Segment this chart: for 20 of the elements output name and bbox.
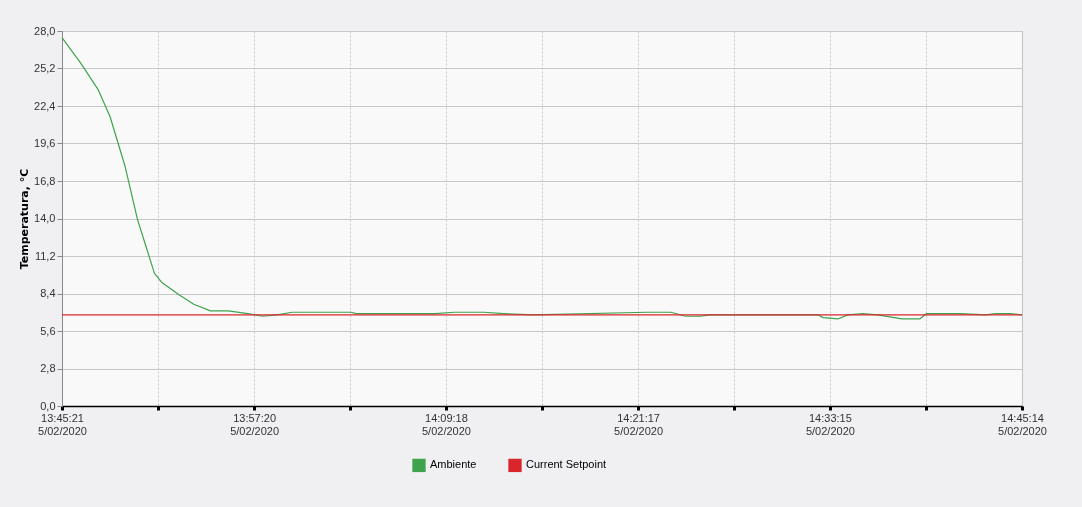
y-tick-label: 14,0: [34, 212, 56, 224]
y-axis-title: Temperatura, °C: [18, 168, 32, 270]
y-tick-label: 0,0: [40, 399, 56, 412]
x-tick-label: 13:45:21 5/02/2020: [38, 411, 87, 437]
y-tick-label: 8,4: [40, 287, 56, 299]
legend-label: Ambiente: [430, 458, 477, 471]
legend-label: Current Setpoint: [526, 458, 607, 471]
y-tick-label: 5,6: [40, 324, 56, 337]
x-tick-label: 14:21:17 5/02/2020: [614, 411, 664, 437]
x-tick-label: 14:33:15 5/02/2020: [805, 411, 855, 437]
x-tick-label: 14:45:14 5/02/2020: [998, 411, 1047, 437]
y-tick-label: 19,6: [34, 137, 56, 149]
y-tick-label: 25,2: [34, 62, 56, 74]
y-tick-label: 16,8: [34, 174, 56, 187]
y-tick-label: 11,2: [34, 249, 56, 262]
x-tick-label: 13:57:20 5/02/2020: [230, 411, 280, 437]
x-tick-label: 14:09:18 5/02/2020: [421, 411, 471, 437]
y-tick-label: 22,4: [34, 99, 56, 112]
y-tick-label: 28,0: [34, 24, 56, 37]
y-tick-label: 2,8: [40, 362, 56, 374]
